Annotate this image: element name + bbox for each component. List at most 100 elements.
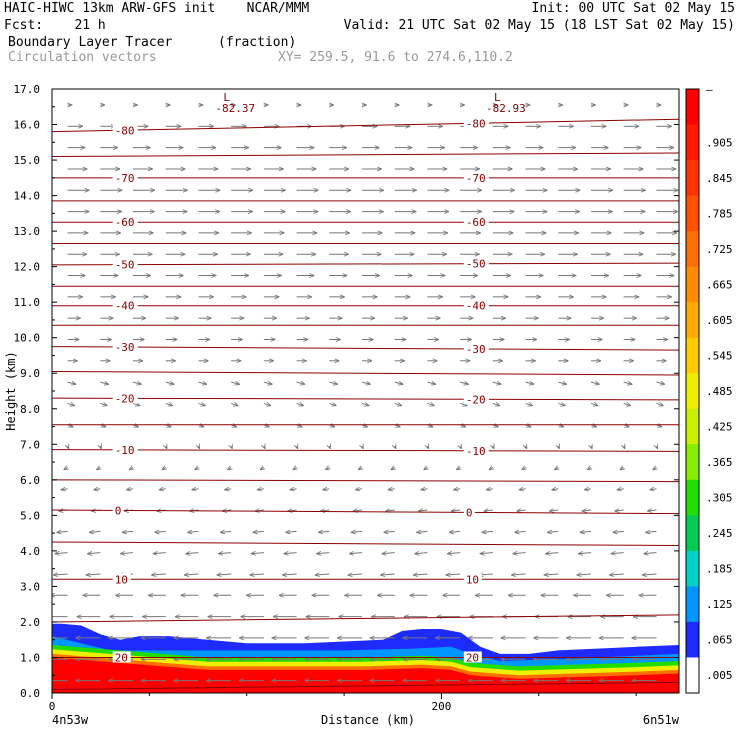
- wind-vector: [319, 531, 330, 532]
- wind-vector: [348, 574, 363, 575]
- wind-vector: [545, 574, 559, 575]
- wind-vector: [231, 446, 232, 448]
- wind-vector: [88, 553, 101, 554]
- wind-vector: [552, 489, 559, 490]
- wind-vector: [452, 510, 461, 511]
- contour-label: -60: [115, 216, 135, 229]
- y-axis-label: Height (km): [4, 351, 18, 430]
- wind-vector: [316, 574, 330, 575]
- temperature-contour: [52, 397, 679, 401]
- wind-vector: [218, 574, 232, 575]
- wind-vector: [424, 467, 427, 469]
- wind-vector: [389, 489, 395, 490]
- wind-vector: [487, 489, 493, 490]
- contour-label: -40: [466, 300, 486, 313]
- wind-vector: [62, 489, 68, 490]
- header-forecast-hour: Fcst: 21 h: [4, 18, 106, 33]
- x-tick-label: 0: [49, 700, 56, 713]
- wind-vector: [288, 510, 297, 511]
- contour-label-mask: [112, 299, 138, 311]
- wind-vector: [394, 382, 403, 384]
- low-symbol: L: [494, 91, 501, 104]
- colorbar-swatch: [686, 195, 699, 232]
- y-tick-label: 12.0: [14, 261, 41, 274]
- wind-vector: [356, 489, 363, 490]
- wind-vector: [264, 446, 265, 448]
- wind-vector: [166, 446, 167, 448]
- x-right-location: 6n51w: [643, 713, 680, 727]
- contour-label: -50: [115, 259, 135, 272]
- colorbar-swatch: [686, 550, 699, 587]
- wind-vector: [459, 403, 466, 405]
- y-tick-label: 10.0: [14, 332, 41, 345]
- wind-vector: [231, 382, 239, 384]
- colorbar-swatch: [686, 408, 699, 445]
- wind-vector: [94, 489, 101, 490]
- wind-vector: [643, 574, 657, 575]
- wind-vector: [656, 382, 664, 384]
- wind-vector: [421, 489, 428, 490]
- x-left-location: 4n53w: [52, 713, 89, 727]
- contour-label: 20: [466, 651, 479, 664]
- wind-vector: [165, 403, 172, 405]
- wind-vector: [354, 510, 363, 511]
- contour-label: -60: [466, 216, 486, 229]
- wind-vector: [130, 467, 133, 469]
- colorbar-swatch: [686, 515, 699, 552]
- colorbar-swatch: [686, 373, 699, 410]
- colorbar-swatch: [686, 621, 699, 658]
- wind-vector: [64, 467, 67, 469]
- wind-vector: [127, 489, 134, 490]
- wind-vector: [195, 467, 198, 469]
- contour-label-mask: [463, 257, 489, 269]
- contour-label-mask: [112, 504, 124, 516]
- wind-vector: [610, 574, 624, 575]
- y-tick-label: 11.0: [14, 296, 41, 309]
- wind-vector: [100, 446, 101, 448]
- wind-vector: [644, 553, 657, 554]
- colorbar-label: .125: [706, 598, 733, 611]
- temperature-contour: [52, 449, 679, 452]
- wind-vector: [67, 382, 76, 384]
- contour-label: -80: [115, 124, 135, 137]
- colorbar-label: .665: [706, 278, 733, 291]
- wind-vector: [198, 446, 199, 448]
- wind-vector: [646, 531, 657, 532]
- wind-vector: [490, 467, 493, 469]
- contour-label-mask: [112, 340, 138, 352]
- wind-vector: [221, 531, 232, 532]
- header-init-time: Init: 00 UTC Sat 02 May 15: [531, 1, 736, 16]
- wind-vector: [419, 510, 428, 511]
- wind-vector: [68, 446, 69, 448]
- contour-label-mask: [463, 393, 489, 405]
- colorbar-swatch: [686, 337, 699, 374]
- contour-label: -40: [115, 300, 135, 313]
- wind-vector: [386, 510, 395, 511]
- wind-vector: [656, 403, 662, 405]
- x-tick-label: 200: [432, 700, 452, 713]
- wind-vector: [67, 403, 74, 405]
- low-value: -82.37: [215, 102, 255, 115]
- field-name: Boundary Layer Tracer: [8, 35, 173, 50]
- wind-vector: [555, 467, 558, 469]
- y-tick-label: 6.0: [20, 474, 40, 487]
- wind-vector: [192, 489, 199, 490]
- colorbar-label: .305: [706, 492, 733, 505]
- wind-vector: [263, 382, 272, 384]
- y-tick-label: 8.0: [20, 403, 40, 416]
- wind-vector: [577, 574, 592, 575]
- wind-vector: [362, 446, 363, 448]
- wind-vector: [548, 531, 559, 532]
- colorbar-swatch: [686, 444, 699, 481]
- wind-vector: [621, 467, 624, 469]
- temperature-contour: [52, 346, 679, 351]
- y-tick-label: 9.0: [20, 367, 40, 380]
- wind-vector: [392, 467, 395, 469]
- wind-vector: [286, 531, 297, 532]
- wind-vector: [230, 403, 237, 405]
- wind-vector: [522, 467, 525, 469]
- contour-label-mask: [112, 258, 138, 270]
- y-tick-label: 13.0: [14, 225, 41, 238]
- wind-vector: [648, 510, 657, 511]
- y-tick-label: 7.0: [20, 438, 40, 451]
